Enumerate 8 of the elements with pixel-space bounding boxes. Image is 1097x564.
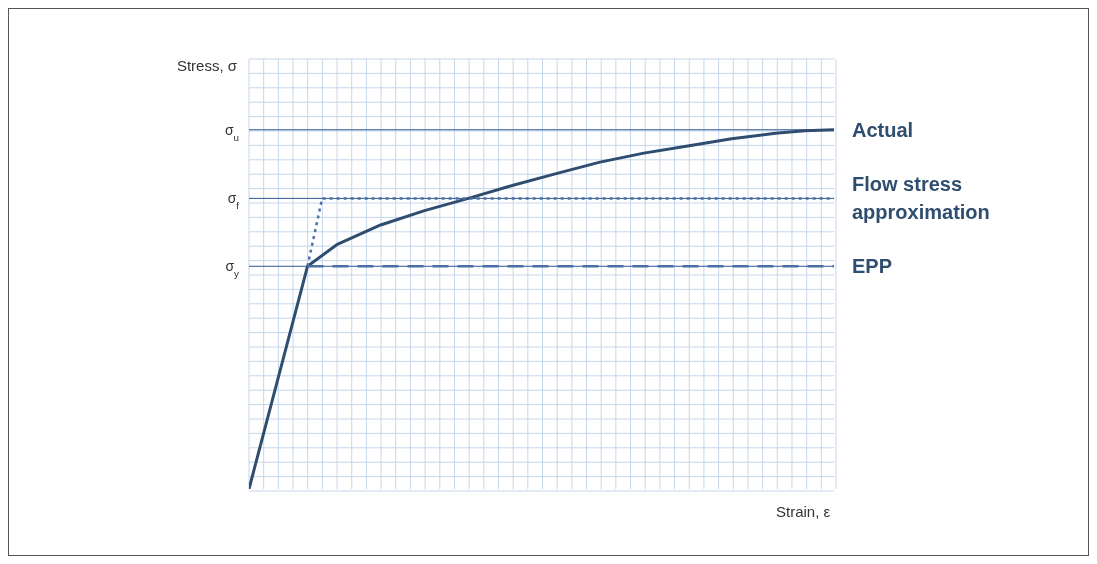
series-label: EPP: [852, 255, 893, 278]
y-axis-title: Stress, σ: [175, 57, 237, 74]
series-label: Actual: [852, 118, 914, 141]
ref-line-label: σ$_{f}$: [227, 190, 240, 211]
ref-line-label: σ$_{u}$: [224, 121, 239, 143]
series-label: Flow stress approximation: [852, 173, 990, 224]
x-axis-title: Strain, ε: [776, 503, 831, 520]
ref-line-label: σ$_{y}$: [225, 258, 240, 279]
